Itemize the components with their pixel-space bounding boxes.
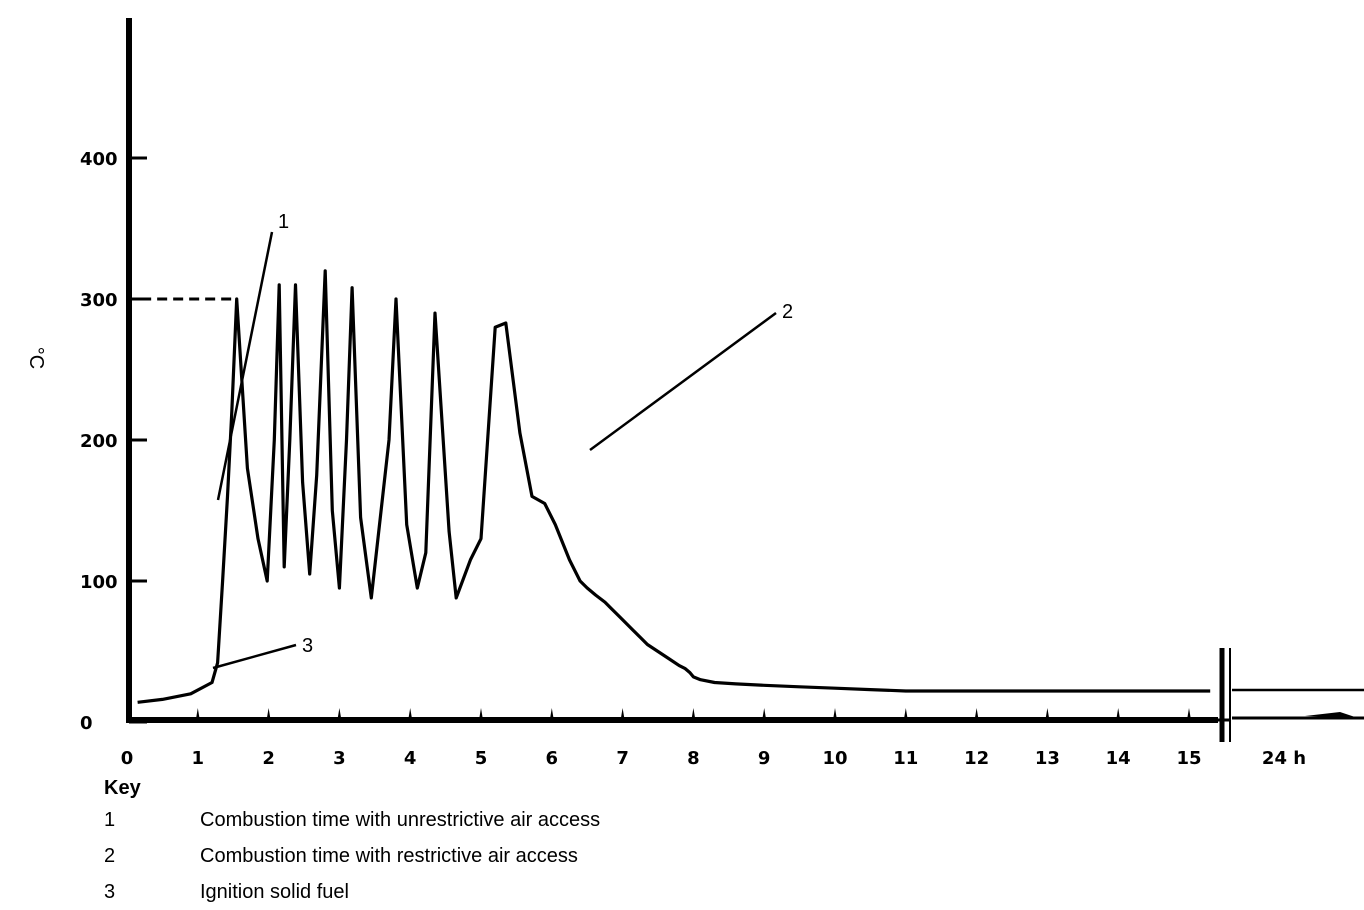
y-ticks: 0 100 200 300 400	[80, 149, 147, 734]
x-tick	[549, 708, 554, 720]
callouts: 1 2 3	[212, 211, 793, 670]
callout-leader-line	[216, 231, 274, 501]
x-tick-label: 0	[121, 748, 134, 769]
callout-label: 3	[302, 635, 313, 657]
x-tick-label: 7	[616, 748, 629, 769]
key-item-number: 2	[104, 845, 116, 867]
callout-label: 1	[278, 211, 289, 233]
series-layer	[137, 269, 1211, 704]
key-item: 2 Combustion time with restrictive air ac…	[104, 838, 804, 874]
callout-leader-line	[212, 643, 297, 670]
x-tick-label: 3	[333, 748, 346, 769]
x-tick	[833, 708, 837, 720]
x-tick-label: 5	[475, 748, 488, 769]
x-tick	[762, 708, 767, 720]
x-tick	[620, 708, 625, 720]
x-tick	[479, 708, 483, 720]
x-tick	[195, 708, 200, 720]
x-tick	[691, 708, 696, 720]
y-tick-label: 200	[80, 431, 118, 452]
x-tick-label: 12	[964, 748, 989, 769]
x-tick-label: 13	[1035, 748, 1060, 769]
x-tick-label: 8	[687, 748, 700, 769]
key-item-number: 1	[104, 809, 116, 831]
x-tick-label: 14	[1106, 748, 1131, 769]
x-tick-label: 11	[893, 748, 918, 769]
callout-label: 2	[782, 301, 793, 323]
key-item-text: Combustion time with restrictive air acc…	[200, 845, 578, 867]
key-item-number: 3	[104, 881, 116, 903]
x-tick	[903, 708, 908, 720]
key-legend: Key 1 Combustion time with unrestrictive …	[104, 774, 804, 910]
x-tick	[1045, 708, 1050, 720]
y-tick-label: 400	[80, 149, 118, 170]
x-ticks: 0 1 2 3 4 5 6 7 8 9 10 11 12 13 14 15 24 h	[121, 708, 1306, 769]
x-tick-label: 6	[546, 748, 559, 769]
x-tick	[974, 708, 979, 720]
key-item-text: Combustion time with unrestrictive air a…	[200, 809, 601, 831]
callout-leader-line	[589, 311, 777, 452]
x-tick-label: 2	[262, 748, 275, 769]
temperature-series-line	[137, 269, 1211, 704]
x-tick	[337, 708, 342, 720]
x-tick	[1116, 708, 1121, 720]
y-tick-label: 100	[80, 572, 118, 593]
key-item: 1 Combustion time with unrestrictive air …	[104, 802, 804, 838]
y-axis-label: °C	[25, 347, 47, 369]
x-tick-label: 24 h	[1262, 748, 1306, 769]
key-title: Key	[104, 777, 141, 799]
x-tick	[1187, 708, 1191, 720]
key-item-text: Ignition solid fuel	[200, 881, 349, 903]
x-tick	[408, 708, 413, 720]
x-tick-label: 4	[404, 748, 417, 769]
y-tick-label: 0	[80, 713, 93, 734]
x-tick-label: 10	[822, 748, 847, 769]
x-tick-label: 9	[758, 748, 771, 769]
x-axis	[126, 648, 1364, 742]
key-item: 3 Ignition solid fuel	[104, 874, 804, 910]
x-tick	[266, 708, 271, 720]
x-tick-label: 15	[1176, 748, 1201, 769]
y-tick-label: 300	[80, 290, 118, 311]
x-tick-label: 1	[192, 748, 205, 769]
